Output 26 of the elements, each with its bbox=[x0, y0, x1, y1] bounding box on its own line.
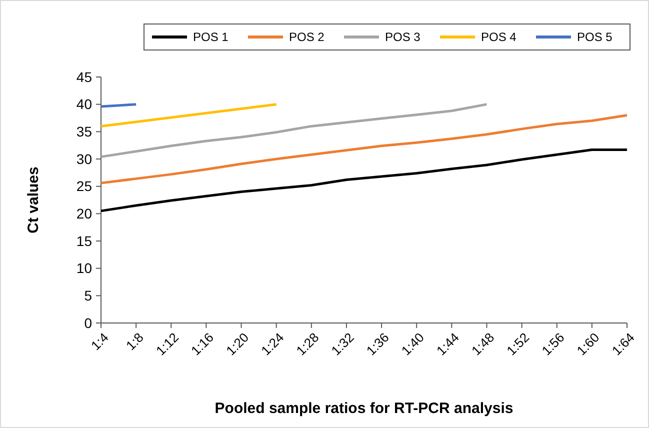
y-tick-label: 45 bbox=[76, 68, 92, 85]
x-tick-label: 1:20 bbox=[223, 330, 252, 358]
y-tick-label: 25 bbox=[76, 178, 92, 194]
x-tick-label: 1:60 bbox=[574, 330, 602, 358]
y-tick-label: 5 bbox=[84, 288, 92, 304]
x-axis-title: Pooled sample ratios for RT-PCR analysis bbox=[214, 400, 514, 417]
legend-label: POS 5 bbox=[577, 30, 613, 44]
y-tick-label: 10 bbox=[76, 260, 92, 276]
legend-label: POS 2 bbox=[289, 30, 325, 44]
legend-label: POS 3 bbox=[385, 30, 421, 44]
line-series bbox=[100, 114, 628, 184]
x-tick-label: 1:40 bbox=[398, 330, 427, 358]
y-tick-label: 35 bbox=[76, 124, 92, 140]
legend-label: POS 1 bbox=[193, 30, 229, 44]
y-tick-label: 40 bbox=[76, 96, 92, 112]
x-tick-label: 1:4 bbox=[88, 330, 112, 354]
y-tick-label: 20 bbox=[76, 206, 92, 222]
x-tick-label: 1:8 bbox=[123, 330, 146, 354]
y-axis-title: Ct values bbox=[25, 166, 42, 234]
y-tick-label: 0 bbox=[84, 314, 92, 331]
line-series bbox=[100, 103, 278, 128]
y-tick-label: 30 bbox=[76, 150, 92, 167]
legend-label: POS 4 bbox=[481, 30, 517, 44]
line-series bbox=[100, 103, 488, 158]
y-tick-label: 15 bbox=[76, 232, 92, 249]
line-series bbox=[100, 148, 628, 212]
